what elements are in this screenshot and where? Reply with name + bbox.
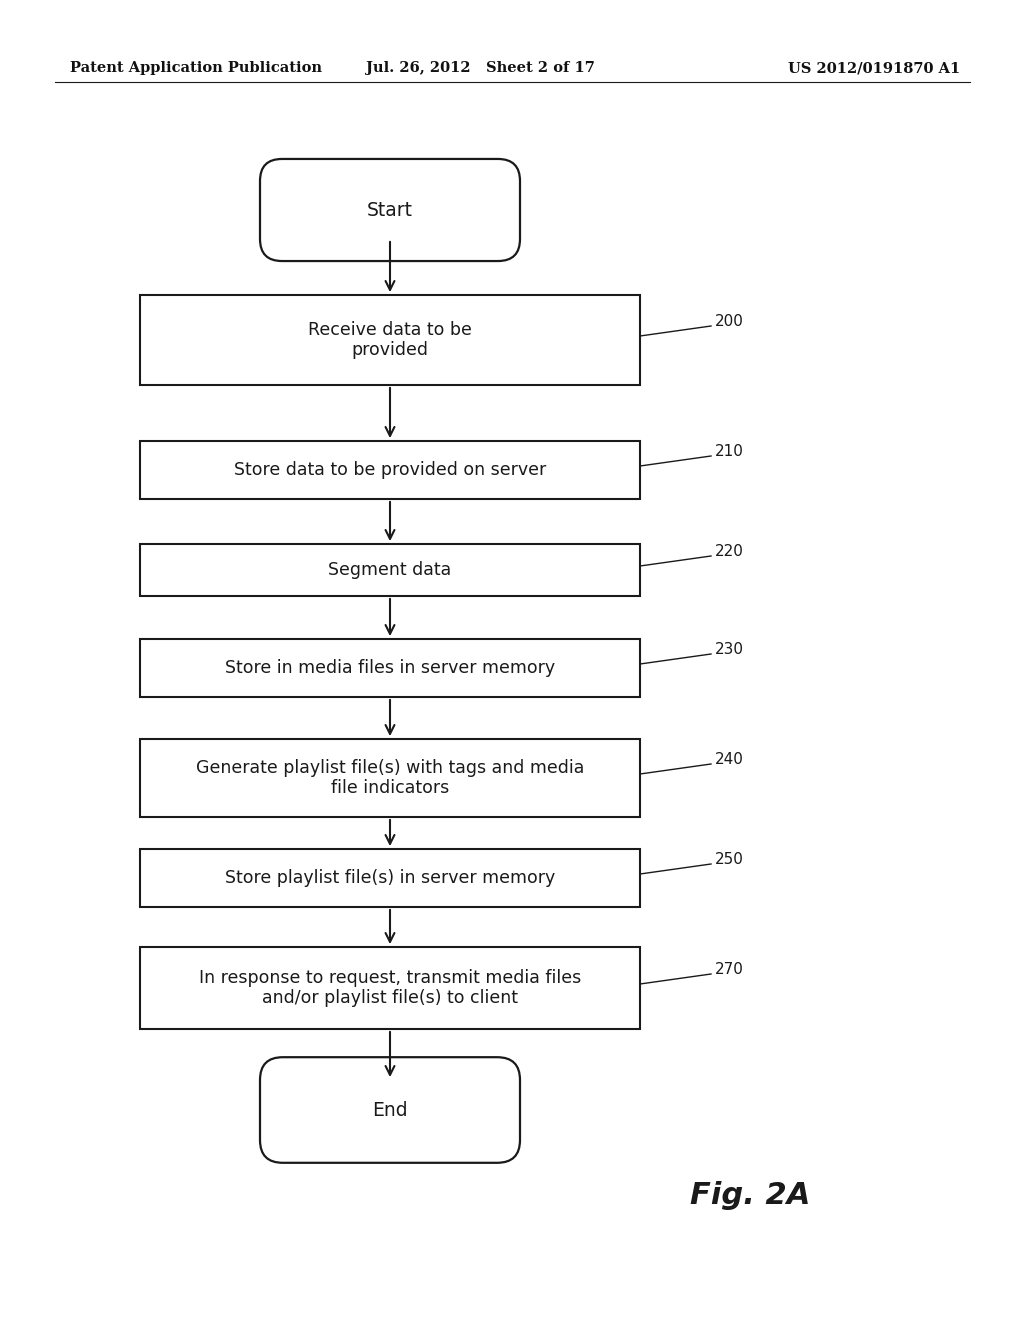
Text: 220: 220	[715, 544, 743, 560]
Text: Generate playlist file(s) with tags and media
file indicators: Generate playlist file(s) with tags and …	[196, 759, 584, 797]
Text: 250: 250	[715, 853, 743, 867]
Bar	[140, 849, 640, 907]
Text: 240: 240	[715, 752, 743, 767]
Text: 270: 270	[715, 962, 743, 978]
Bar	[140, 639, 640, 697]
Text: End: End	[372, 1101, 408, 1119]
Bar	[140, 441, 640, 499]
Text: Start: Start	[367, 201, 413, 219]
Text: Patent Application Publication: Patent Application Publication	[70, 61, 322, 75]
Text: 200: 200	[715, 314, 743, 330]
Text: US 2012/0191870 A1: US 2012/0191870 A1	[787, 61, 961, 75]
FancyBboxPatch shape	[260, 1057, 520, 1163]
Text: Store data to be provided on server: Store data to be provided on server	[233, 461, 546, 479]
Text: Segment data: Segment data	[329, 561, 452, 579]
Text: Receive data to be
provided: Receive data to be provided	[308, 321, 472, 359]
Text: Store playlist file(s) in server memory: Store playlist file(s) in server memory	[225, 869, 555, 887]
Bar	[140, 739, 640, 817]
Text: 230: 230	[715, 643, 744, 657]
FancyBboxPatch shape	[260, 158, 520, 261]
Bar	[140, 544, 640, 597]
Text: Fig. 2A: Fig. 2A	[690, 1180, 810, 1209]
Text: In response to request, transmit media files
and/or playlist file(s) to client: In response to request, transmit media f…	[199, 969, 582, 1007]
Text: 210: 210	[715, 445, 743, 459]
Bar	[140, 946, 640, 1030]
Text: Jul. 26, 2012   Sheet 2 of 17: Jul. 26, 2012 Sheet 2 of 17	[366, 61, 595, 75]
Bar	[140, 294, 640, 385]
Text: Store in media files in server memory: Store in media files in server memory	[225, 659, 555, 677]
